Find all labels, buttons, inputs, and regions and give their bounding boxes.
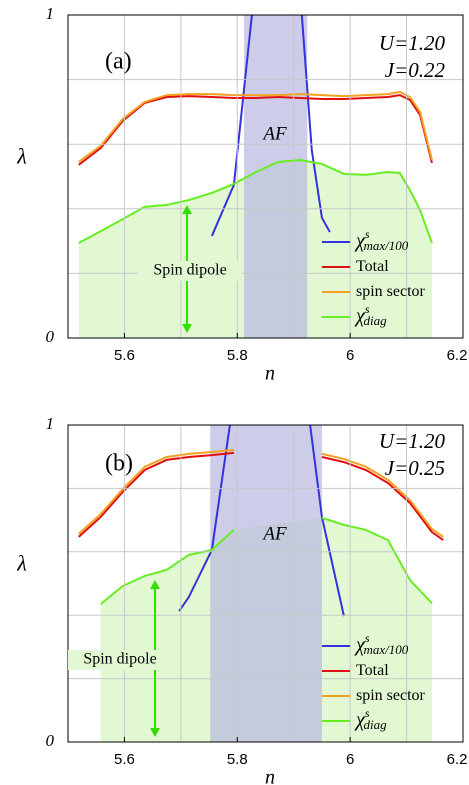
arrow-head — [150, 728, 160, 737]
x-tick-label: 5.8 — [227, 347, 248, 364]
legend-label: spin sector — [356, 283, 426, 300]
legend-text: spin sector — [356, 687, 426, 704]
legend-label: χs diag — [354, 706, 387, 732]
legend-sub: diag — [363, 313, 387, 328]
legend-symbol: χ — [354, 634, 366, 656]
series-line — [100, 516, 433, 605]
legend-symbol: χ — [354, 709, 366, 731]
x-tick-label: 6 — [346, 751, 354, 768]
legend-label: χs diag — [354, 302, 387, 328]
legend-sub: diag — [363, 717, 387, 732]
x-tick-label: 5.8 — [227, 751, 248, 768]
series-line — [78, 451, 444, 541]
legend-symbol: χ — [354, 230, 366, 252]
y-tick-label: 1 — [46, 4, 55, 23]
legend-label: Total — [356, 662, 389, 679]
legend-sup: s — [365, 706, 370, 720]
series-line — [78, 90, 433, 163]
x-tick-label: 6 — [346, 347, 354, 364]
param-label: J=0.25 — [385, 456, 445, 480]
af-label: AF — [261, 523, 287, 544]
arrow-head — [182, 324, 192, 333]
legend-text: spin sector — [356, 283, 426, 300]
arrow-label-bg — [68, 650, 172, 670]
y-tick-label: 0 — [46, 327, 55, 346]
arrow-label: Spin dipole — [153, 262, 226, 279]
x-tick-label: 5.6 — [114, 347, 135, 364]
param-label: U=1.20 — [379, 429, 446, 453]
x-tick-label: 6.2 — [447, 751, 468, 768]
legend-label: χs max/100 — [354, 631, 409, 657]
plot-area — [78, 15, 433, 338]
arrow-head — [150, 580, 160, 589]
af-region — [210, 425, 322, 742]
legend-text: Total — [356, 258, 389, 275]
legend-sup: s — [365, 631, 370, 645]
axes-frame — [67, 424, 464, 743]
panel: AF 5.6 5.8 6 6.2 0 1 n λ (a) U=1.20 J=0.22 Spin dipo… — [16, 4, 468, 385]
x-tick-label: 5.6 — [114, 751, 135, 768]
axes-frame — [67, 14, 464, 339]
x-tick-label: 6.2 — [447, 347, 468, 364]
legend-sub: max/100 — [363, 642, 408, 657]
legend-label: spin sector — [356, 687, 426, 704]
arrow-label: Spin dipole — [83, 651, 156, 668]
param-label: U=1.20 — [379, 31, 446, 55]
series-line — [78, 159, 433, 244]
arrow-label-bg — [138, 261, 242, 281]
y-tick-label: 0 — [46, 731, 55, 750]
y-axis-label: λ — [16, 144, 27, 169]
series-line — [78, 449, 444, 538]
panel: AF 5.6 5.8 6 6.2 0 1 n λ (b) U=1.20 J=0.25 Spin dipo… — [16, 414, 468, 785]
legend-sup: s — [365, 302, 370, 316]
panel-label: (b) — [105, 451, 133, 477]
legend-sub: max/100 — [363, 238, 408, 253]
legend-label: χs max/100 — [354, 227, 409, 253]
plot-area — [78, 425, 444, 742]
param-label: J=0.22 — [385, 58, 446, 82]
panel-label: (a) — [105, 49, 132, 75]
y-tick-label: 1 — [46, 414, 55, 433]
y-axis-label: λ — [16, 551, 27, 576]
x-axis-label: n — [265, 767, 275, 785]
arrow-head — [182, 205, 192, 214]
legend-label: Total — [356, 258, 389, 275]
af-label: AF — [261, 123, 287, 144]
legend-text: Total — [356, 662, 389, 679]
legend-symbol: χ — [354, 305, 366, 327]
x-axis-label: n — [265, 363, 275, 385]
legend-sup: s — [365, 227, 370, 241]
af-region — [244, 15, 308, 338]
